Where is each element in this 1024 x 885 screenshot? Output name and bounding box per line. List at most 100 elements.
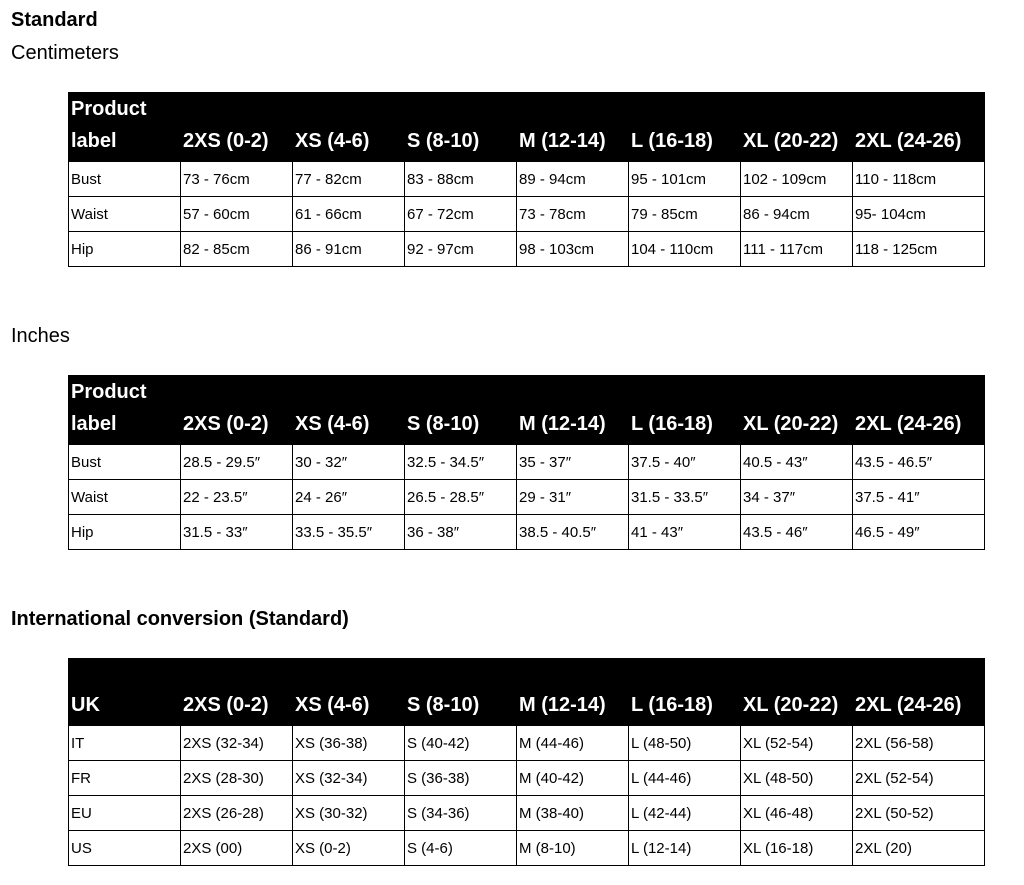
- row-label: US: [68, 830, 181, 866]
- table-cell: 43.5 - 46″: [740, 514, 853, 550]
- table-cell: 2XS (00): [180, 830, 293, 866]
- table-cell: 2XS (32-34): [180, 725, 293, 761]
- table-cell: 2XL (50-52): [852, 795, 985, 831]
- table-cell: L (42-44): [628, 795, 741, 831]
- size-header: M (12-14): [516, 375, 629, 445]
- table-cell: 95 - 101cm: [628, 161, 741, 197]
- table-cell: 24 - 26″: [292, 479, 405, 515]
- size-header: XS (4-6): [292, 92, 405, 162]
- subtitle-centimeters: Centimeters: [11, 42, 119, 64]
- table-cell: M (38-40): [516, 795, 629, 831]
- header-row: Product label 2XS (0-2) XS (4-6) S (8-10) M …: [68, 375, 985, 445]
- table-cell: 28.5 - 29.5″: [180, 444, 293, 480]
- table-cell: 95- 104cm: [852, 196, 985, 232]
- table-cell: 110 - 118cm: [852, 161, 985, 197]
- size-header: 2XS (0-2): [180, 375, 293, 445]
- table-row: US 2XS (00) XS (0-2) S (4-6) M (8-10) L (12-1…: [68, 830, 985, 866]
- table-cell: 104 - 110cm: [628, 231, 741, 267]
- table-cell: S (4-6): [404, 830, 517, 866]
- table-cell: 82 - 85cm: [180, 231, 293, 267]
- table-cell: 31.5 - 33″: [180, 514, 293, 550]
- corner-header: Product label: [68, 92, 181, 162]
- table-cell: M (8-10): [516, 830, 629, 866]
- table-cell: 111 - 117cm: [740, 231, 853, 267]
- row-label: Hip: [68, 231, 181, 267]
- table-cell: XS (30-32): [292, 795, 405, 831]
- corner-header: Product label: [68, 375, 181, 445]
- table-cell: 38.5 - 40.5″: [516, 514, 629, 550]
- size-header: XL (20-22): [740, 92, 853, 162]
- table-cell: 31.5 - 33.5″: [628, 479, 741, 515]
- header-row: Product label 2XS (0-2) XS (4-6) S (8-10) M …: [68, 92, 985, 162]
- corner-header: UK: [68, 658, 181, 726]
- table-cell: 34 - 37″: [740, 479, 853, 515]
- table-cell: S (40-42): [404, 725, 517, 761]
- table-cell: XL (16-18): [740, 830, 853, 866]
- size-header: L (16-18): [628, 658, 741, 726]
- table-cell: L (12-14): [628, 830, 741, 866]
- table-cell: 40.5 - 43″: [740, 444, 853, 480]
- size-table-centimeters: Product label 2XS (0-2) XS (4-6) S (8-10) M …: [68, 92, 985, 267]
- table-cell: 2XL (56-58): [852, 725, 985, 761]
- table-cell: XS (36-38): [292, 725, 405, 761]
- table-cell: S (34-36): [404, 795, 517, 831]
- table-cell: 35 - 37″: [516, 444, 629, 480]
- size-header: 2XL (24-26): [852, 658, 985, 726]
- table-cell: 33.5 - 35.5″: [292, 514, 405, 550]
- table-cell: 2XL (52-54): [852, 760, 985, 796]
- row-label: EU: [68, 795, 181, 831]
- size-header: S (8-10): [404, 92, 517, 162]
- table-cell: 26.5 - 28.5″: [404, 479, 517, 515]
- size-header: S (8-10): [404, 375, 517, 445]
- row-label: FR: [68, 760, 181, 796]
- table-cell: XS (32-34): [292, 760, 405, 796]
- table-cell: 43.5 - 46.5″: [852, 444, 985, 480]
- table-cell: 29 - 31″: [516, 479, 629, 515]
- table-cell: 73 - 76cm: [180, 161, 293, 197]
- table-row: FR 2XS (28-30) XS (32-34) S (36-38) M (40-42…: [68, 760, 985, 796]
- table-row: Hip 82 - 85cm 86 - 91cm 92 - 97cm 98 - 103cm…: [68, 231, 985, 267]
- table-cell: 37.5 - 41″: [852, 479, 985, 515]
- table-cell: 77 - 82cm: [292, 161, 405, 197]
- section-title-international: International conversion (Standard): [11, 608, 349, 630]
- table-row: Waist 57 - 60cm 61 - 66cm 67 - 72cm 73 - 78c…: [68, 196, 985, 232]
- table-cell: XS (0-2): [292, 830, 405, 866]
- table-cell: 92 - 97cm: [404, 231, 517, 267]
- table-row: EU 2XS (26-28) XS (30-32) S (34-36) M (38-40…: [68, 795, 985, 831]
- size-header: 2XS (0-2): [180, 658, 293, 726]
- table-cell: 22 - 23.5″: [180, 479, 293, 515]
- table-cell: 2XS (28-30): [180, 760, 293, 796]
- table-cell: 73 - 78cm: [516, 196, 629, 232]
- row-label: Waist: [68, 479, 181, 515]
- table-cell: 57 - 60cm: [180, 196, 293, 232]
- table-cell: 86 - 94cm: [740, 196, 853, 232]
- size-table-international: UK 2XS (0-2) XS (4-6) S (8-10) M (12-14) L (1…: [68, 658, 985, 866]
- table-cell: 36 - 38″: [404, 514, 517, 550]
- table-row: Bust 28.5 - 29.5″ 30 - 32″ 32.5 - 34.5″ 35 -…: [68, 444, 985, 480]
- table-row: Waist 22 - 23.5″ 24 - 26″ 26.5 - 28.5″ 29 - …: [68, 479, 985, 515]
- row-label: Waist: [68, 196, 181, 232]
- table-cell: 67 - 72cm: [404, 196, 517, 232]
- table-cell: 61 - 66cm: [292, 196, 405, 232]
- table-cell: 37.5 - 40″: [628, 444, 741, 480]
- row-label: Bust: [68, 444, 181, 480]
- row-label: Hip: [68, 514, 181, 550]
- table-row: Bust 73 - 76cm 77 - 82cm 83 - 88cm 89 - 94cm…: [68, 161, 985, 197]
- table-row: IT 2XS (32-34) XS (36-38) S (40-42) M (44-46…: [68, 725, 985, 761]
- size-header: L (16-18): [628, 92, 741, 162]
- table-cell: 98 - 103cm: [516, 231, 629, 267]
- table-cell: S (36-38): [404, 760, 517, 796]
- size-header: XL (20-22): [740, 375, 853, 445]
- size-header: 2XL (24-26): [852, 92, 985, 162]
- table-cell: 41 - 43″: [628, 514, 741, 550]
- size-header: S (8-10): [404, 658, 517, 726]
- size-header: M (12-14): [516, 658, 629, 726]
- table-cell: 2XS (26-28): [180, 795, 293, 831]
- table-row: Hip 31.5 - 33″ 33.5 - 35.5″ 36 - 38″ 38.5 - …: [68, 514, 985, 550]
- size-header: XL (20-22): [740, 658, 853, 726]
- size-header: 2XS (0-2): [180, 92, 293, 162]
- table-cell: 2XL (20): [852, 830, 985, 866]
- table-cell: 83 - 88cm: [404, 161, 517, 197]
- size-header: XS (4-6): [292, 658, 405, 726]
- subtitle-inches: Inches: [11, 325, 70, 347]
